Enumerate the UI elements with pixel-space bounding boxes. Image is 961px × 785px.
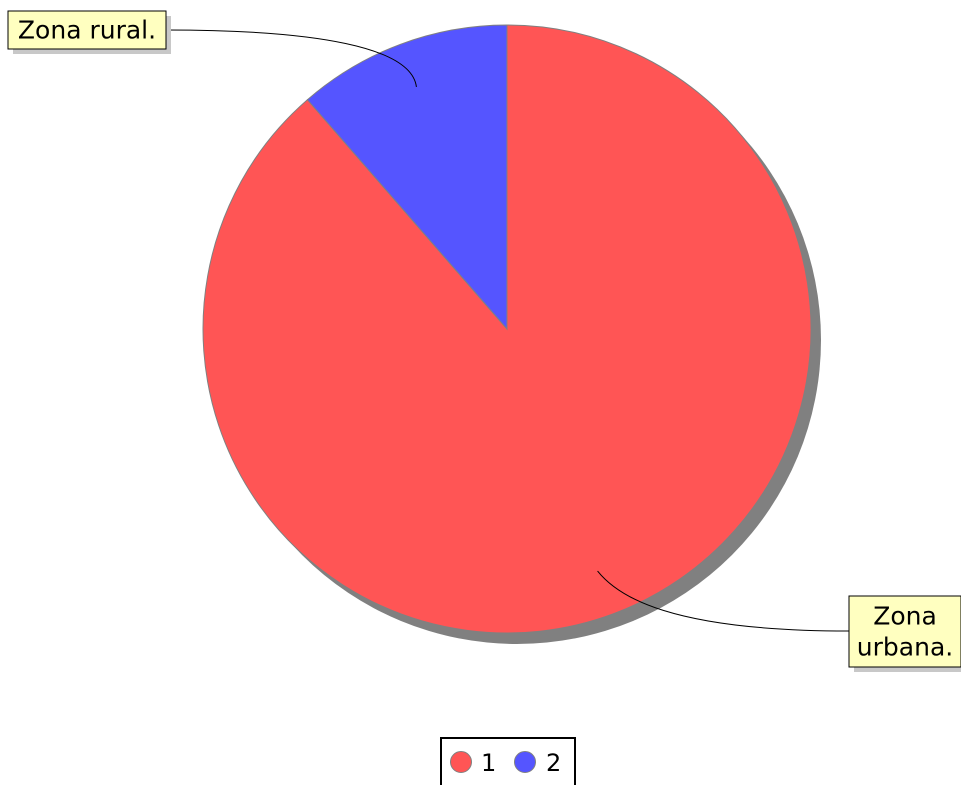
slice-label-2-line-1: Zona rural. — [18, 16, 156, 45]
slice-label-1-line-2: urbana. — [857, 633, 953, 662]
callout-box-1 — [848, 595, 961, 668]
legend-swatch-2 — [514, 751, 536, 773]
callout-box-2 — [7, 10, 167, 50]
pie-slices — [202, 24, 812, 634]
legend-label-1: 1 — [481, 749, 496, 777]
legend-label-2: 2 — [546, 749, 561, 777]
callout-leader-1 — [597, 570, 850, 632]
pie-slice-2 — [306, 24, 508, 331]
slice-label-1-line-1: Zona — [873, 602, 937, 631]
chart-legend: 1 2 — [440, 737, 576, 785]
legend-frame — [440, 737, 576, 785]
callout-leader-2 — [165, 29, 417, 88]
legend-swatch-1 — [450, 751, 472, 773]
